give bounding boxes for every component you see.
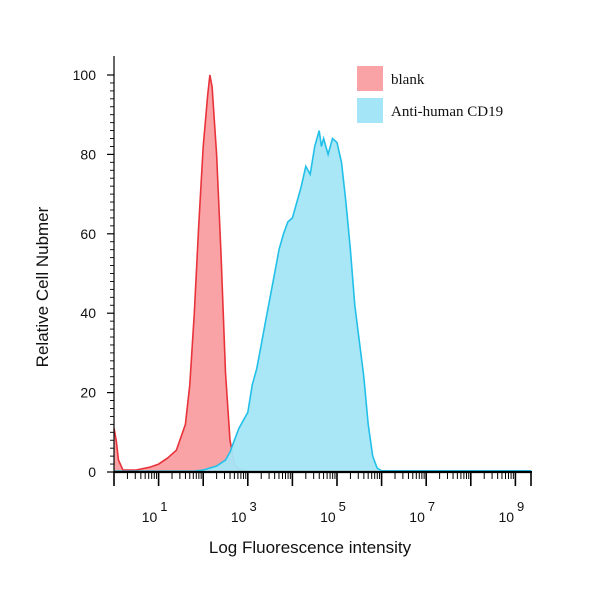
series-area-1 bbox=[114, 75, 531, 472]
legend-swatch bbox=[357, 98, 383, 123]
y-tick-label: 0 bbox=[88, 464, 96, 480]
legend-item: Anti-human CD19 bbox=[357, 98, 503, 123]
y-tick-label: 20 bbox=[80, 385, 96, 401]
x-ticks: 101 103 105 107 109 bbox=[113, 472, 532, 525]
y-tick-label: 60 bbox=[80, 226, 96, 242]
series-layer bbox=[113, 74, 531, 472]
x-tick-label: 109 bbox=[498, 499, 524, 525]
y-axis-title: Relative Cell Nubmer bbox=[33, 206, 52, 367]
y-tick-label: 100 bbox=[73, 67, 97, 83]
x-tick-label: 107 bbox=[409, 499, 435, 525]
legend-label: Anti-human CD19 bbox=[391, 104, 503, 120]
series-line-1 bbox=[113, 74, 531, 472]
y-tick-label: 40 bbox=[80, 305, 96, 321]
x-minor-ticks bbox=[126, 472, 514, 479]
legend-label: blank bbox=[391, 72, 425, 88]
legend: blank Anti-human CD19 bbox=[357, 66, 503, 123]
y-tick-label: 80 bbox=[80, 146, 96, 162]
series-line-2 bbox=[114, 130, 531, 472]
x-tick-label: 103 bbox=[231, 499, 257, 525]
series-2 bbox=[114, 130, 531, 472]
legend-item: blank bbox=[357, 66, 425, 91]
x-tick-label: 105 bbox=[320, 499, 346, 525]
legend-swatch bbox=[357, 66, 383, 91]
axis-layer: 0 20 40 60 80 100 101 103 105 107 109 bbox=[73, 56, 532, 525]
series-1 bbox=[113, 74, 531, 472]
x-tick-label: 101 bbox=[142, 499, 168, 525]
x-axis-title: Log Fluorescence intensity bbox=[209, 538, 412, 557]
series-area-2 bbox=[114, 130, 531, 472]
y-ticks: 0 20 40 60 80 100 bbox=[73, 67, 114, 480]
